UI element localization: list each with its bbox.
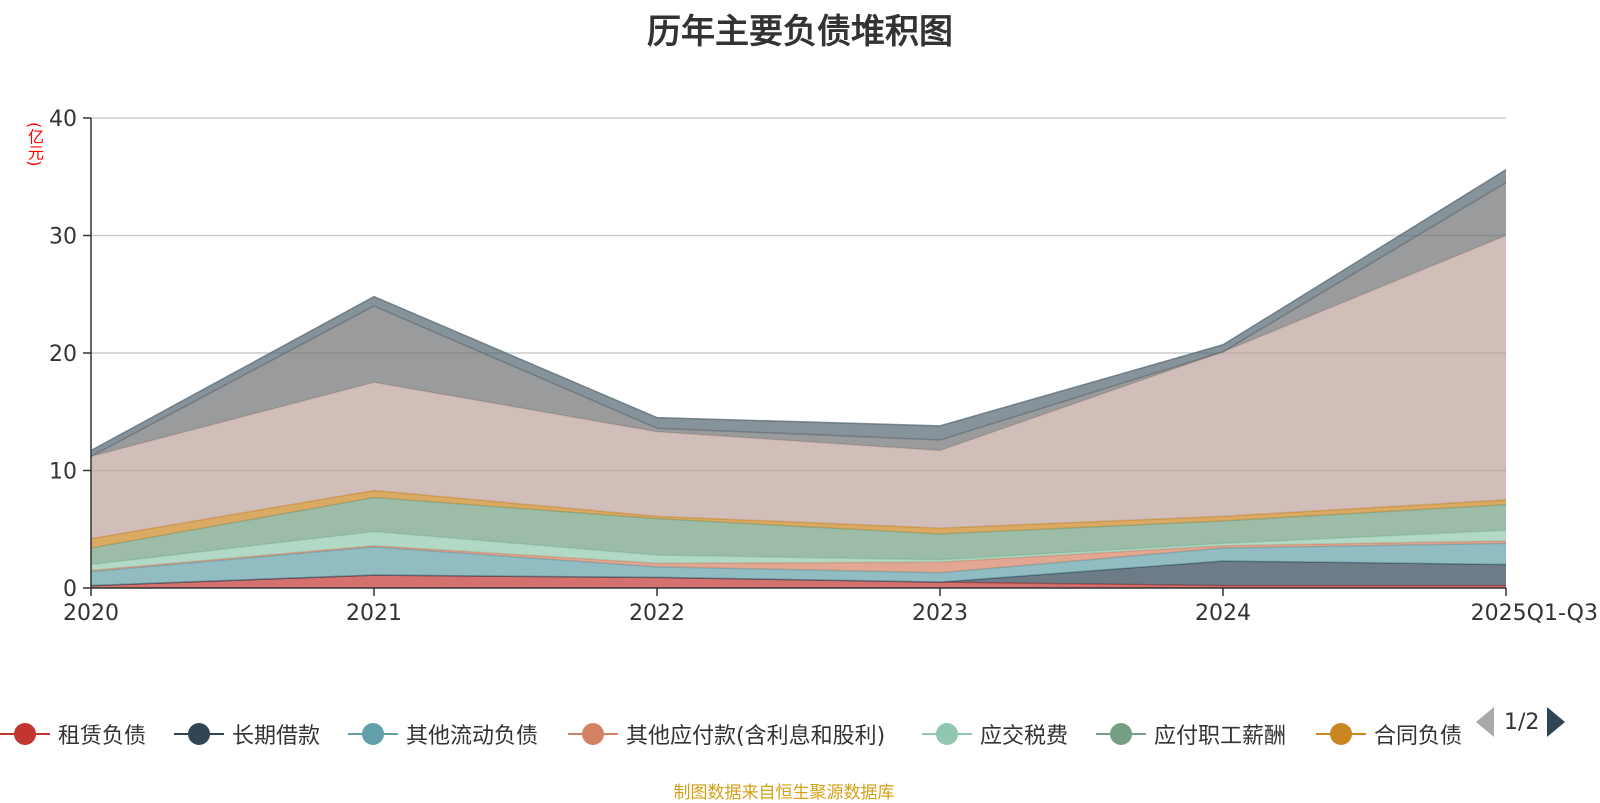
legend-marker-icon — [922, 720, 972, 748]
legend-marker-icon — [174, 720, 224, 748]
y-tick-label: 0 — [63, 577, 77, 602]
legend-marker-icon — [1316, 720, 1366, 748]
area-series-7[interactable] — [91, 235, 1506, 539]
area-series-1[interactable] — [91, 560, 1506, 586]
x-tick-label: 2020 — [63, 601, 119, 626]
y-tick-label: 30 — [49, 225, 77, 250]
legend-label: 应交税费 — [980, 724, 1069, 749]
legend-item[interactable]: 应交税费 — [922, 714, 1068, 754]
legend-label: 其他应付款(含利息和股利) — [626, 724, 886, 749]
series-line-1 — [90, 560, 1507, 587]
y-axis-unit-label: (亿元) — [25, 122, 44, 167]
chart-title: 历年主要负债堆积图 — [647, 12, 953, 52]
legend-item[interactable]: 合同负债 — [1316, 714, 1462, 754]
legend-pager: 1/2 — [1470, 702, 1566, 742]
y-tick-label: 20 — [49, 342, 77, 367]
x-tick-label: 2022 — [629, 601, 685, 626]
area-series-6[interactable] — [91, 490, 1506, 549]
legend: 租赁负债 长期借款 其他流动负债 其他应付款(含利息和股利) 应交税费 应付职工薪酬 合同负… — [0, 714, 1482, 754]
area-series-4[interactable] — [91, 530, 1506, 571]
legend-prev-page-arrow-icon[interactable] — [1476, 707, 1494, 737]
legend-label: 租赁负债 — [58, 724, 147, 749]
legend-label: 其他流动负债 — [406, 724, 539, 749]
legend-label: 长期借款 — [232, 724, 321, 749]
legend-item[interactable]: 应付职工薪酬 — [1096, 714, 1286, 754]
y-tick-label: 10 — [49, 460, 77, 485]
series-line-4 — [90, 529, 1507, 566]
series-line-9 — [90, 169, 1507, 452]
x-tick-label: 2023 — [912, 601, 968, 626]
legend-item[interactable]: 其他应付款(含利息和股利) — [568, 714, 885, 754]
legend-item[interactable]: 长期借款 — [174, 714, 320, 754]
legend-item[interactable]: 其他流动负债 — [348, 714, 538, 754]
legend-page-indicator: 1/2 — [1504, 709, 1540, 735]
legend-marker-icon — [1096, 720, 1146, 748]
area-series-3[interactable] — [91, 541, 1506, 573]
area-series-5[interactable] — [91, 497, 1506, 565]
legend-next-page-arrow-icon[interactable] — [1547, 707, 1566, 737]
x-tick-label: 2025Q1-Q3 — [1471, 601, 1598, 626]
legend-label: 合同负债 — [1374, 724, 1463, 749]
source-note: 制图数据来自恒生聚源数据库 — [673, 783, 895, 803]
x-tick-label: 2024 — [1195, 601, 1251, 626]
legend-marker-icon — [0, 720, 50, 748]
area-series-0[interactable] — [91, 575, 1506, 588]
legend-marker-icon — [348, 720, 398, 748]
legend-item[interactable]: 租赁负债 — [0, 714, 146, 754]
legend-marker-icon — [568, 720, 618, 748]
legend-label: 应付职工薪酬 — [1154, 724, 1287, 749]
y-tick-label: 40 — [49, 107, 77, 132]
x-tick-label: 2021 — [346, 601, 402, 626]
area-series-8[interactable] — [91, 182, 1506, 457]
area-series-2[interactable] — [91, 543, 1506, 586]
